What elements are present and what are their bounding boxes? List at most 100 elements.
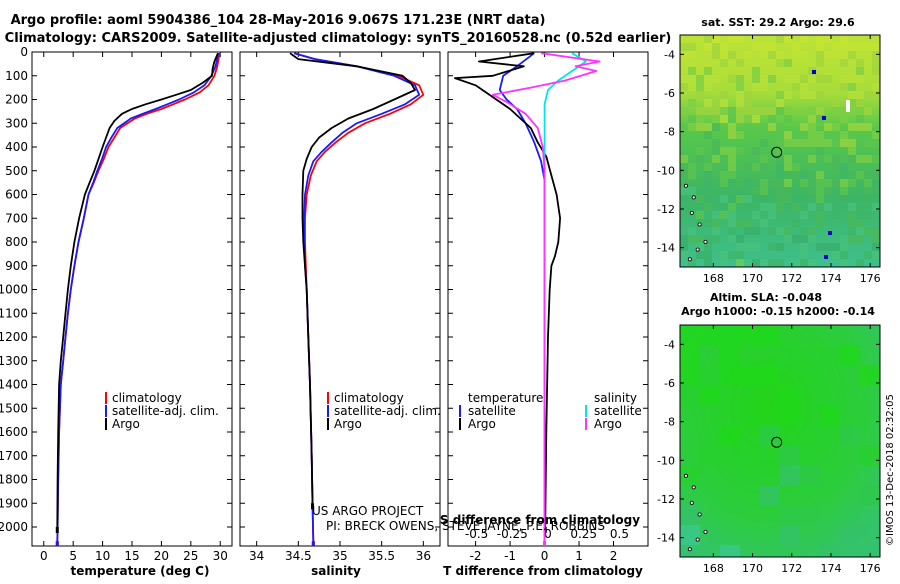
map-pixel-block: [752, 67, 760, 75]
map-pixel-block: [840, 243, 848, 251]
island-marker: [697, 512, 702, 517]
map-pixel-block: [720, 35, 728, 43]
map-pixel-block: [872, 235, 880, 243]
map-pixel-block: [816, 75, 824, 83]
map-pixel-block: [688, 67, 696, 75]
map-pixel-block: [704, 251, 712, 259]
map-pixel-block: [816, 131, 824, 139]
map-pixel-block: [776, 155, 784, 163]
series-temperature-argo-line: [453, 52, 561, 528]
legend-argo-label: Argo: [112, 417, 140, 431]
map-pixel-block: [696, 211, 704, 219]
map-pixel-block: [776, 163, 784, 171]
map-pixel-block: [680, 385, 700, 405]
map-pixel-block: [808, 227, 816, 235]
map-pixel-block: [856, 171, 864, 179]
map-pixel-block: [752, 227, 760, 235]
series-salinity-argo-line: [491, 52, 601, 542]
map-pixel-block: [800, 91, 808, 99]
map-pixel-block: [872, 67, 880, 75]
map-pixel-block: [856, 259, 864, 267]
map-pixel-block: [872, 139, 880, 147]
figure-title-line2: Climatology: CARS2009. Satellite-adjuste…: [5, 31, 672, 46]
map-pixel-block: [720, 147, 728, 155]
map-pixel-block: [800, 131, 808, 139]
depth-tick-label: 1600: [0, 425, 28, 439]
depth-tick-label: 1200: [0, 330, 28, 344]
temperature-plot-frame: [31, 51, 233, 547]
depth-tick-label: 700: [5, 211, 28, 225]
map-pixel-block: [832, 179, 840, 187]
temperature-panel: 0100200300400500600700800900100011001200…: [0, 45, 233, 578]
lat-tick-label: -8: [664, 416, 675, 429]
map-pixel-block: [800, 139, 808, 147]
map-pixel-block: [856, 91, 864, 99]
map-pixel-block: [872, 131, 880, 139]
x-tick-label: 30: [213, 549, 228, 563]
map-pixel-block: [840, 179, 848, 187]
map-pixel-block: [808, 203, 816, 211]
map-pixel-block: [840, 171, 848, 179]
map-pixel-block: [840, 59, 848, 67]
temperature-series: [55, 52, 221, 546]
map-pixel-block: [712, 43, 720, 51]
map-pixel-block: [780, 505, 800, 525]
depth-tick-label: 1000: [0, 283, 28, 297]
sst-map-frame: [679, 34, 881, 268]
map-pixel-block: [816, 243, 824, 251]
map-pixel-block: [848, 219, 856, 227]
map-pixel-block: [800, 75, 808, 83]
map-pixel-block: [780, 445, 800, 465]
map-pixel-block: [800, 43, 808, 51]
map-pixel-block: [736, 243, 744, 251]
map-pixel-block: [816, 51, 824, 59]
map-pixel-block: [860, 545, 880, 557]
map-pixel-block: [864, 35, 872, 43]
map-pixel-block: [848, 75, 856, 83]
map-pixel-block: [800, 259, 808, 267]
map-pixel-block: [728, 235, 736, 243]
map-pixel-block: [816, 203, 824, 211]
map-pixel-block: [816, 179, 824, 187]
map-pixel-block: [856, 107, 864, 115]
map-pixel-block: [808, 131, 816, 139]
map-pixel-block: [736, 251, 744, 259]
lat-tick-label: -8: [664, 126, 675, 139]
map-pixel-block: [776, 91, 784, 99]
map-pixel-block: [728, 251, 736, 259]
map-pixel-block: [696, 43, 704, 51]
lat-tick-label: -10: [657, 454, 675, 467]
map-pixel-block: [712, 235, 720, 243]
depth-tick-label: 200: [5, 93, 28, 107]
map-pixel-block: [808, 35, 816, 43]
map-pixel-block: [840, 107, 848, 115]
legend-t-satellite-label: satellite: [468, 404, 516, 418]
map-pixel-block: [696, 155, 704, 163]
map-pixel-block: [728, 59, 736, 67]
project-note-line1: US ARGO PROJECT: [312, 504, 424, 518]
map-pixel-block: [704, 131, 712, 139]
map-pixel-block: [728, 115, 736, 123]
salinity-panel: 34 34.5 35 35.5 36 salinity climatology sate…: [239, 51, 441, 578]
map-pixel-block: [712, 75, 720, 83]
map-pixel-block: [776, 259, 784, 267]
x-tick-label: 35.5: [368, 549, 395, 563]
map-pixel-block: [728, 147, 736, 155]
map-pixel-block: [840, 235, 848, 243]
map-pixel-block: [688, 163, 696, 171]
map-pixel-block: [680, 251, 688, 259]
map-pixel-block: [760, 179, 768, 187]
map-pixel-block: [800, 211, 808, 219]
map-pixel-block: [760, 445, 780, 465]
map-pixel-block: [744, 195, 752, 203]
map-pixel-block: [728, 211, 736, 219]
map-pixel-block: [784, 43, 792, 51]
map-pixel-block: [752, 75, 760, 83]
map-pixel-block: [680, 155, 688, 163]
map-pixel-block: [752, 115, 760, 123]
project-note-line2: PI: BRECK OWENS, STEVE JAYNE, P.E. ROBBI…: [326, 519, 605, 533]
difference-series: [453, 52, 601, 546]
temperature-legend: climatology satellite-adj. clim. Argo: [105, 391, 219, 431]
map-pixel-block: [768, 203, 776, 211]
